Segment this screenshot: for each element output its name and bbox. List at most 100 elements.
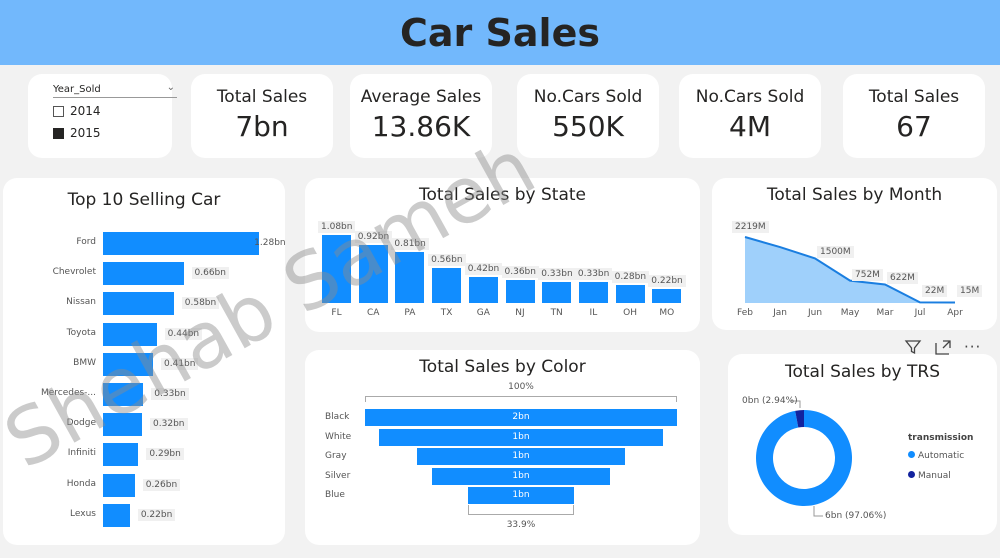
slicer-option-2014[interactable]: 2014 [53,104,101,118]
visual-toolbar: ··· [904,338,981,360]
bar [103,292,174,316]
data-label: 622M [887,272,918,285]
funnel-bar [468,487,574,504]
axis-tick-label: TN [550,308,563,318]
chart-title: Total Sales by Color [419,357,586,377]
data-label: 0.26bn [142,478,181,491]
bar [578,282,608,303]
bar [652,289,682,303]
bar-category-label: Nissan [66,297,96,308]
data-label: 0.58bn [181,297,220,310]
chart-title: Total Sales by State [418,185,586,205]
bar [103,262,184,286]
series-line [744,236,956,304]
data-label: 0.36bn [501,266,539,279]
funnel-bottom-line [468,505,574,515]
slicer-option-2015[interactable]: 2015 [53,126,101,140]
data-label: 0.66bn [191,267,229,280]
data-label: 22M [922,285,948,297]
funnel-category-label: Silver [325,470,351,481]
leader-line [790,400,801,408]
axis-tick-label: MO [659,308,675,318]
data-label: 0.28bn [611,271,650,284]
kpi-cars-sold-2: No.Cars Sold 4M [679,74,821,158]
bar-category-label: BMW [73,357,96,368]
axis-tick-label: Mar [876,308,894,318]
axis-tick-label: Feb [737,308,753,318]
chevron-down-icon[interactable]: ⌄ [166,82,175,93]
chart-title: Total Sales by Month [766,185,943,205]
legend-dot-icon [908,451,915,458]
data-label: 0.22bn [137,508,176,521]
data-label: 0.32bn [150,418,188,431]
bar [103,322,157,346]
slicer-header[interactable]: Year_Sold ⌄ [53,82,177,98]
bar [103,443,139,467]
chart-title: Total Sales by TRS [784,362,940,382]
bar [103,413,143,437]
legend-item: Manual [908,471,951,481]
kpi-cars-sold: No.Cars Sold 550K [517,74,659,158]
axis-tick-label: GA [476,308,490,318]
data-label: 1.28bn [254,238,286,248]
data-label: 0.81bn [391,237,429,250]
donut-plot [756,400,852,517]
bar-category-label: Toyota [66,327,96,338]
focus-mode-icon[interactable] [934,338,952,360]
bar [322,234,351,303]
funnel-bar [431,467,611,485]
leader-line [813,506,823,517]
data-label: 0.33bn [574,268,613,281]
data-label: 2219M [732,221,769,233]
data-label: 0.29bn [146,448,184,461]
bar [103,232,260,255]
checkbox-checked-icon[interactable] [53,127,64,139]
bar [103,383,144,406]
funnel-category-label: Blue [325,490,345,500]
data-label: 1bn [512,451,530,461]
area-plot [744,236,956,304]
data-label: 1bn [512,431,530,442]
top-selling-chart: Top 10 Selling Car Ford 1.28bn Chevrolet 0.6… [3,178,286,545]
data-label: 2bn [512,412,530,422]
data-label: 0.42bn [464,262,503,275]
filter-icon[interactable] [904,338,922,360]
axis-tick-label: OH [623,308,638,318]
data-label: 0.22bn [648,275,686,288]
checkbox-icon[interactable] [53,105,64,117]
page-title: Car Sales [400,10,600,55]
funnel-top-label: 100% [508,382,534,392]
header: Car Sales [0,0,1000,65]
funnel-bar [365,409,677,426]
bar [103,503,130,527]
data-label: 0.33bn [538,268,576,281]
axis-tick-label: CA [366,308,380,318]
data-label: 0.41bn [161,357,199,370]
data-label: 0.33bn [151,388,189,400]
legend-dot-icon [908,471,915,478]
axis-tick-label: FL [331,308,342,318]
data-label: 0.92bn [354,231,393,244]
legend-label: Manual [918,471,951,481]
bar-category-label: Chevrolet [52,267,96,278]
legend-item: Automatic [908,451,964,461]
data-label: 15M [957,285,983,297]
bar [505,280,535,303]
donut-slice-manual[interactable] [795,410,804,428]
axis-tick-label: May [840,308,860,318]
data-label: 1bn [512,470,530,481]
axis-tick-label: Jun [807,308,823,318]
axis-tick-label: NJ [515,308,525,318]
bar-category-label: Lexus [70,508,96,519]
trs-chart: Total Sales by TRS 0bn (2.94%) 6bn (97.06%… [728,354,997,535]
color-chart: Total Sales by Color 100% Black 2bn White 1bn… [305,350,700,545]
data-label: 6bn (97.06%) [825,511,887,521]
bar [468,276,498,303]
data-label: 0bn (2.94%) [742,396,798,406]
funnel-category-label: Black [325,412,350,422]
year-slicer: Year_Sold ⌄ 2014 2015 [28,74,177,158]
funnel-category-label: White [325,431,352,442]
data-label: 1.08bn [318,220,356,233]
more-options-icon[interactable]: ··· [964,338,982,356]
donut-slice-automatic[interactable] [756,410,852,506]
